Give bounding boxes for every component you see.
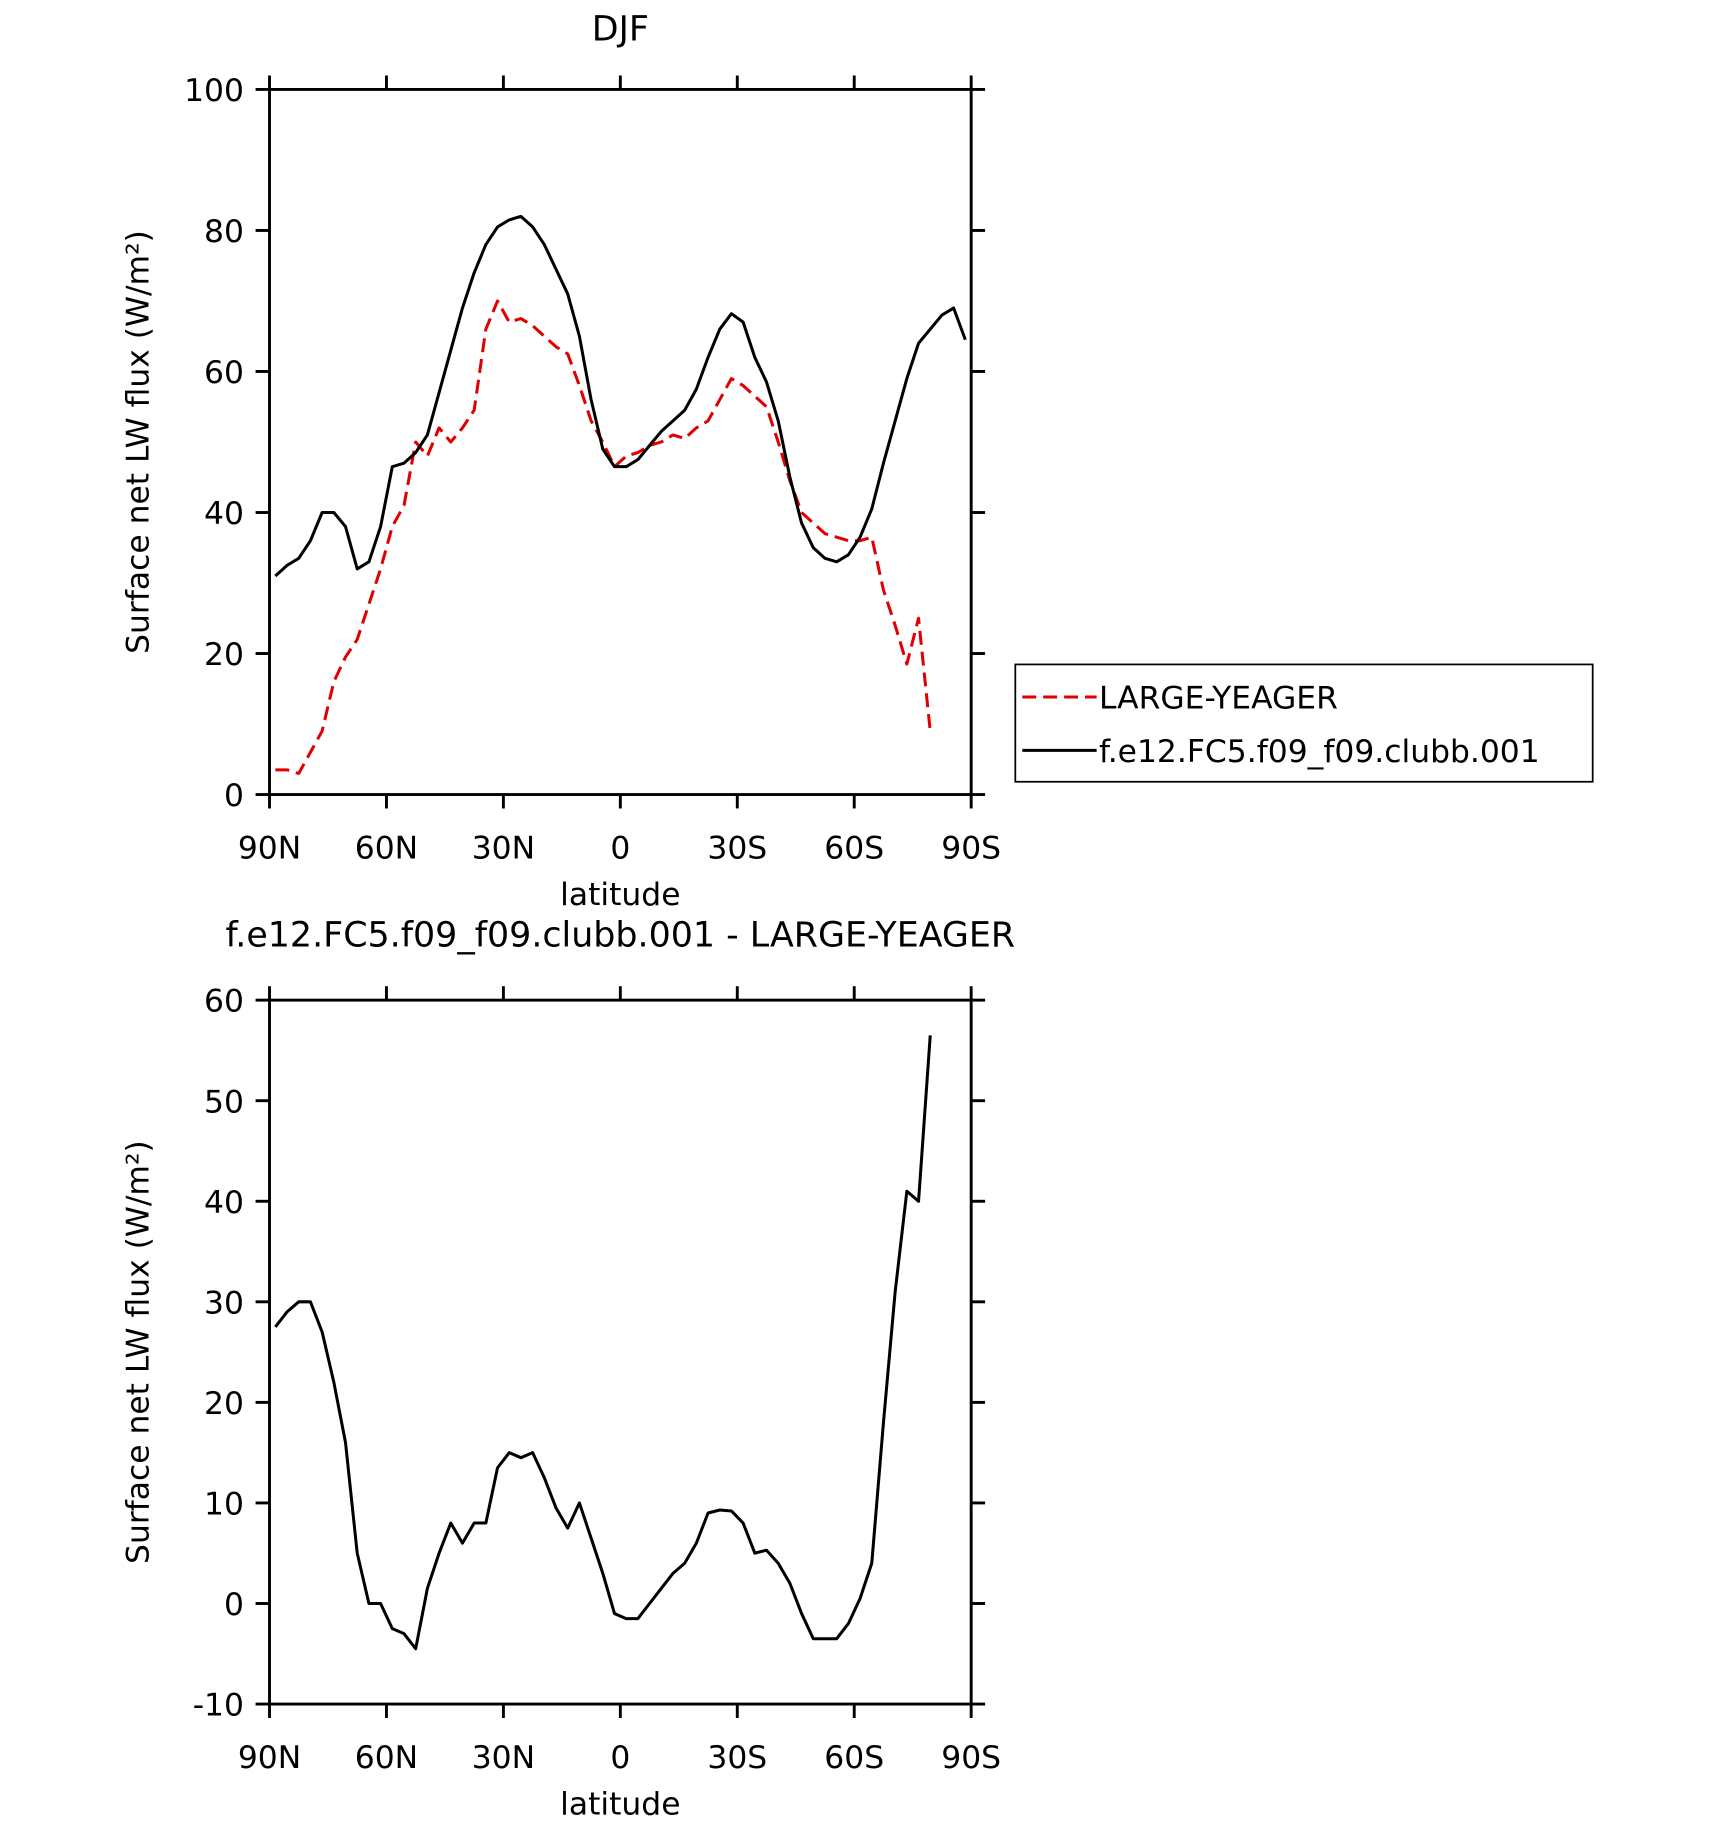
y-tick-label: -10 <box>193 1688 244 1724</box>
x-tick-label: 30S <box>707 830 767 866</box>
x-tick-label: 60N <box>355 830 418 866</box>
y-tick-label: 60 <box>204 355 244 391</box>
x-tick-label: 60N <box>355 1740 418 1776</box>
y-tick-label: 60 <box>204 984 244 1020</box>
y-tick-label: 40 <box>204 496 244 532</box>
legend-box <box>1014 663 1594 783</box>
y-tick-label: 50 <box>204 1084 244 1120</box>
data-line <box>275 299 932 775</box>
x-tick-label: 30N <box>472 830 535 866</box>
y-tick-label: 30 <box>204 1285 244 1321</box>
y-tick-label: 0 <box>224 1587 244 1623</box>
y-tick-label: 100 <box>184 73 244 109</box>
chart-title: f.e12.FC5.f09_f09.clubb.001 - LARGE-YEAG… <box>226 916 1016 956</box>
legend-label: f.e12.FC5.f09_f09.clubb.001 <box>1099 734 1540 770</box>
x-tick-label: 60S <box>824 1740 884 1776</box>
x-tick-label: 60S <box>824 830 884 866</box>
y-tick-label: 10 <box>204 1487 244 1523</box>
y-tick-label: 0 <box>224 778 244 814</box>
y-axis-label: Surface net LW flux (W/m²) <box>121 1140 157 1564</box>
x-tick-label: 0 <box>610 830 630 866</box>
x-axis-label: latitude <box>560 877 680 913</box>
chart-title: DJF <box>592 10 649 50</box>
data-line <box>274 214 967 578</box>
y-axis-label: Surface net LW flux (W/m²) <box>121 230 157 654</box>
plot-frame <box>268 87 973 796</box>
y-tick-label: 20 <box>204 637 244 673</box>
data-line <box>274 1035 932 1651</box>
x-tick-label: 90S <box>941 1740 1001 1776</box>
x-tick-label: 90N <box>238 830 301 866</box>
y-tick-label: 40 <box>204 1185 244 1221</box>
x-tick-label: 30N <box>472 1740 535 1776</box>
x-tick-label: 90S <box>941 830 1001 866</box>
y-tick-label: 80 <box>204 214 244 250</box>
plot-frame <box>268 998 973 1706</box>
x-tick-label: 90N <box>238 1740 301 1776</box>
x-tick-label: 0 <box>610 1740 630 1776</box>
x-tick-label: 30S <box>707 1740 767 1776</box>
legend-label: LARGE-YEAGER <box>1099 681 1338 717</box>
x-axis-label: latitude <box>560 1786 680 1822</box>
y-tick-label: 20 <box>204 1386 244 1422</box>
